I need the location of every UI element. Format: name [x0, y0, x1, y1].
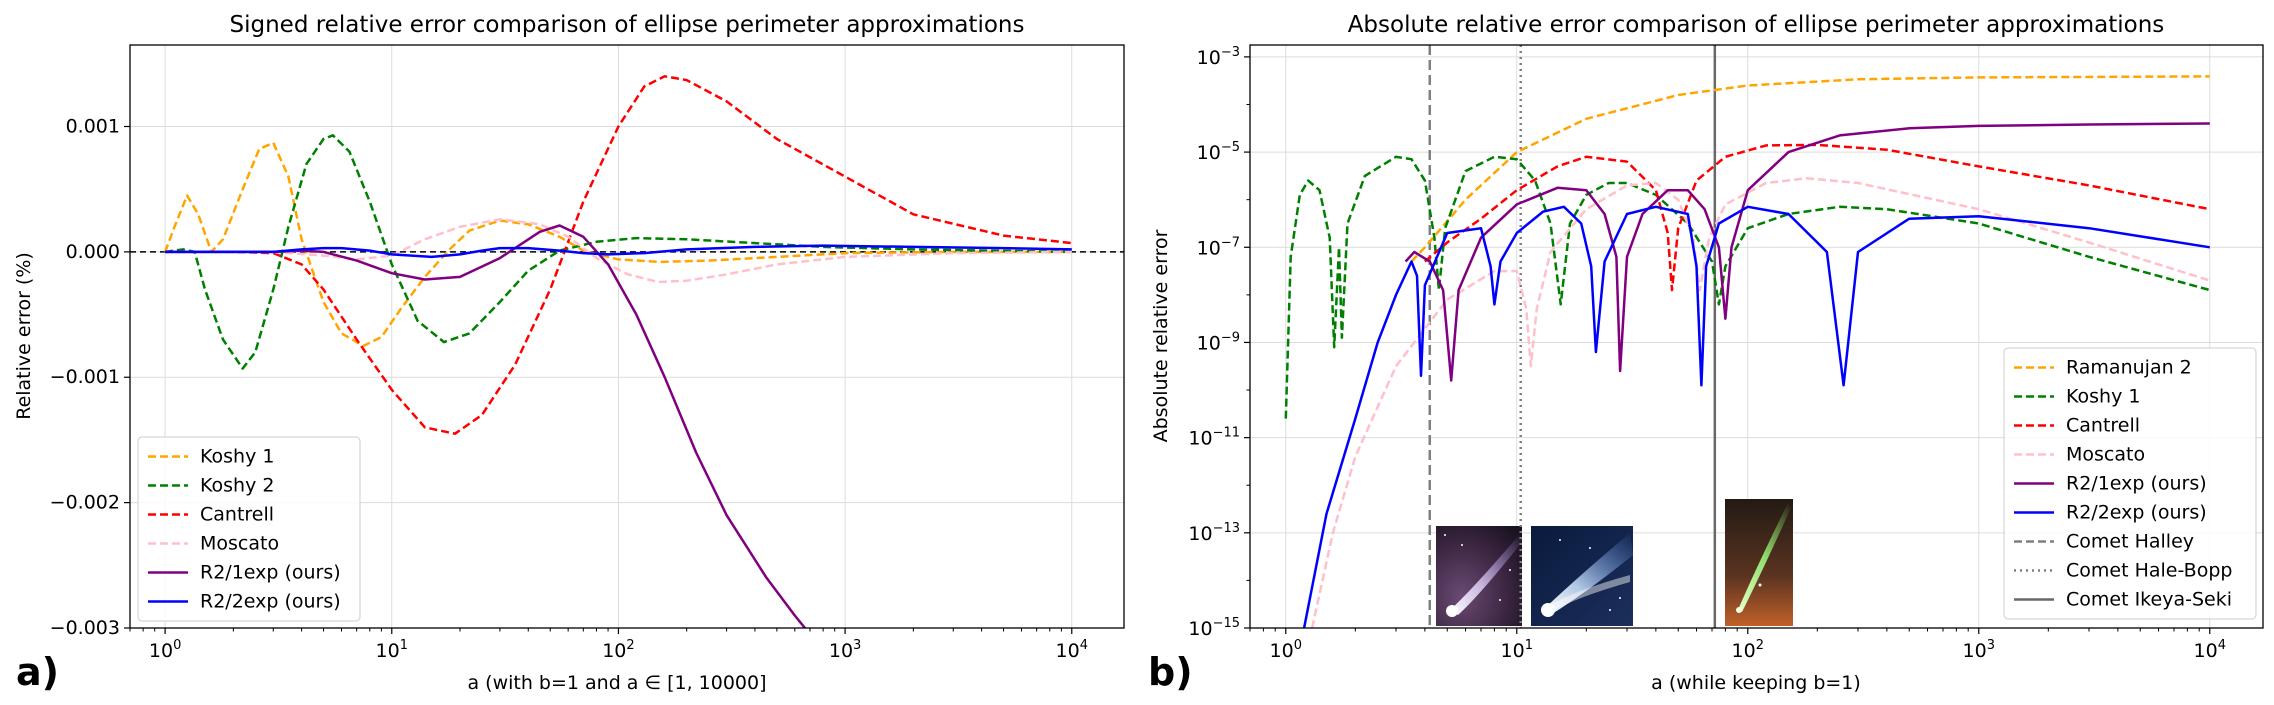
x-tick-label: 100 — [1270, 638, 1302, 662]
y-tick-label: 10−13 — [1188, 521, 1240, 545]
panel-a-frame — [129, 44, 1125, 629]
panel-b-x-ticks: 100 101 102 103 104 — [1249, 628, 2226, 662]
x-tick-label: 102 — [602, 638, 634, 662]
panel-b-y-ticks: 10−3 10−5 10−7 10−9 10−11 10−13 10−15 — [1188, 45, 1250, 640]
y-tick-label: −0.003 — [50, 617, 120, 639]
panel-a-label: a) — [16, 650, 59, 694]
legend-label-ramanujan-2: Ramanujan 2 — [2066, 357, 2192, 379]
legend-label-r2-1exp-ours: R2/1exp (ours) — [200, 562, 341, 584]
panel-b: Absolute relative error comparison of el… — [1148, 12, 2264, 694]
panel-a-y-ticks: 0.001 0.000 −0.001 −0.002 −0.003 — [50, 115, 130, 639]
y-tick-label: 10−15 — [1188, 616, 1240, 640]
panel-b-legend: Ramanujan 2 Koshy 1 Cantrell Moscato R2/1exp… — [2003, 347, 2257, 620]
x-tick-label: 101 — [376, 638, 408, 662]
x-tick-label: 101 — [1501, 638, 1533, 662]
legend-box — [2003, 347, 2257, 620]
comet-images — [1436, 499, 1793, 626]
y-tick-label: −0.002 — [50, 492, 120, 514]
panel-a-title: Signed relative error comparison of elli… — [230, 12, 1025, 38]
panel-b-title: Absolute relative error comparison of el… — [1348, 12, 2165, 38]
panel-b-y-label: Absolute relative error — [1150, 229, 1172, 442]
legend-label-cantrell: Cantrell — [200, 504, 274, 526]
legend-label-moscato: Moscato — [200, 533, 279, 555]
series-line-r2-2exp-ours — [1302, 205, 2210, 628]
panel-a-x-label: a (with b=1 and a ∈ [1, 10000] — [467, 672, 766, 694]
x-tick-label: 102 — [1732, 638, 1764, 662]
y-tick-label: 0.000 — [66, 241, 120, 263]
legend-label-moscato: Moscato — [2066, 444, 2145, 466]
y-tick-label: 10−7 — [1197, 235, 1240, 259]
legend-label-koshy-1: Koshy 1 — [200, 446, 274, 468]
panel-b-x-label: a (while keeping b=1) — [1651, 672, 1861, 694]
y-tick-label: −0.001 — [50, 366, 120, 388]
x-tick-label: 100 — [149, 638, 181, 662]
comet-halley-image — [1436, 526, 1522, 626]
series-line-moscato — [1310, 177, 2211, 628]
panel-b-series — [1284, 75, 2211, 628]
comet-hale-bopp-image — [1531, 526, 1633, 626]
legend-label-comet-ikeya-seki: Comet Ikeya-Seki — [2066, 589, 2232, 611]
panel-a-x-ticks: 100 101 102 103 104 — [129, 628, 1088, 662]
legend-label-r2-2exp-ours: R2/2exp (ours) — [200, 591, 341, 613]
panel-b-comet-lines — [1428, 45, 1717, 628]
comet-ikeya-seki-image — [1725, 499, 1793, 626]
x-tick-label: 103 — [829, 638, 861, 662]
series-line-r2-1exp-ours — [165, 224, 807, 628]
legend-label-r2-2exp-ours: R2/2exp (ours) — [2066, 502, 2207, 524]
series-line-r2-1exp-ours — [1404, 122, 2210, 382]
series-line-koshy-2 — [164, 134, 1072, 370]
y-tick-label: 10−11 — [1188, 426, 1240, 450]
x-tick-label: 104 — [2194, 638, 2226, 662]
legend-label-koshy-2: Koshy 2 — [200, 475, 274, 497]
x-tick-label: 104 — [1056, 638, 1088, 662]
x-tick-label: 103 — [1963, 638, 1995, 662]
series-line-koshy-1 — [163, 141, 1072, 348]
legend-label-comet-hale-bopp: Comet Hale-Bopp — [2066, 560, 2232, 582]
legend-label-koshy-1: Koshy 1 — [2066, 386, 2140, 408]
panel-b-frame — [1249, 44, 2264, 629]
panel-a-y-label: Relative error (%) — [13, 252, 35, 420]
y-tick-label: 10−9 — [1197, 330, 1240, 354]
panel-a-legend: Koshy 1 Koshy 2 Cantrell Moscato R2/1exp (ou… — [137, 436, 361, 622]
legend-label-r2-1exp-ours: R2/1exp (ours) — [2066, 473, 2207, 495]
panel-a: Signed relative error comparison of elli… — [13, 12, 1125, 694]
series-line-cantrell — [1424, 143, 2211, 292]
panel-a-series — [163, 75, 1072, 628]
y-tick-label: 10−3 — [1197, 45, 1240, 69]
panel-b-label: b) — [1148, 650, 1193, 694]
series-line-cantrell — [165, 75, 1072, 435]
legend-label-comet-halley: Comet Halley — [2066, 531, 2194, 553]
y-tick-label: 0.001 — [66, 115, 120, 137]
legend-box — [137, 436, 361, 622]
y-tick-label: 10−5 — [1197, 140, 1240, 164]
series-line-koshy-1 — [1284, 155, 2211, 419]
series-line-moscato — [165, 218, 1072, 284]
series-line-r2-2exp-ours — [165, 244, 1072, 259]
series-line-ramanujan-2 — [1410, 75, 2210, 263]
legend-label-cantrell: Cantrell — [2066, 415, 2140, 437]
